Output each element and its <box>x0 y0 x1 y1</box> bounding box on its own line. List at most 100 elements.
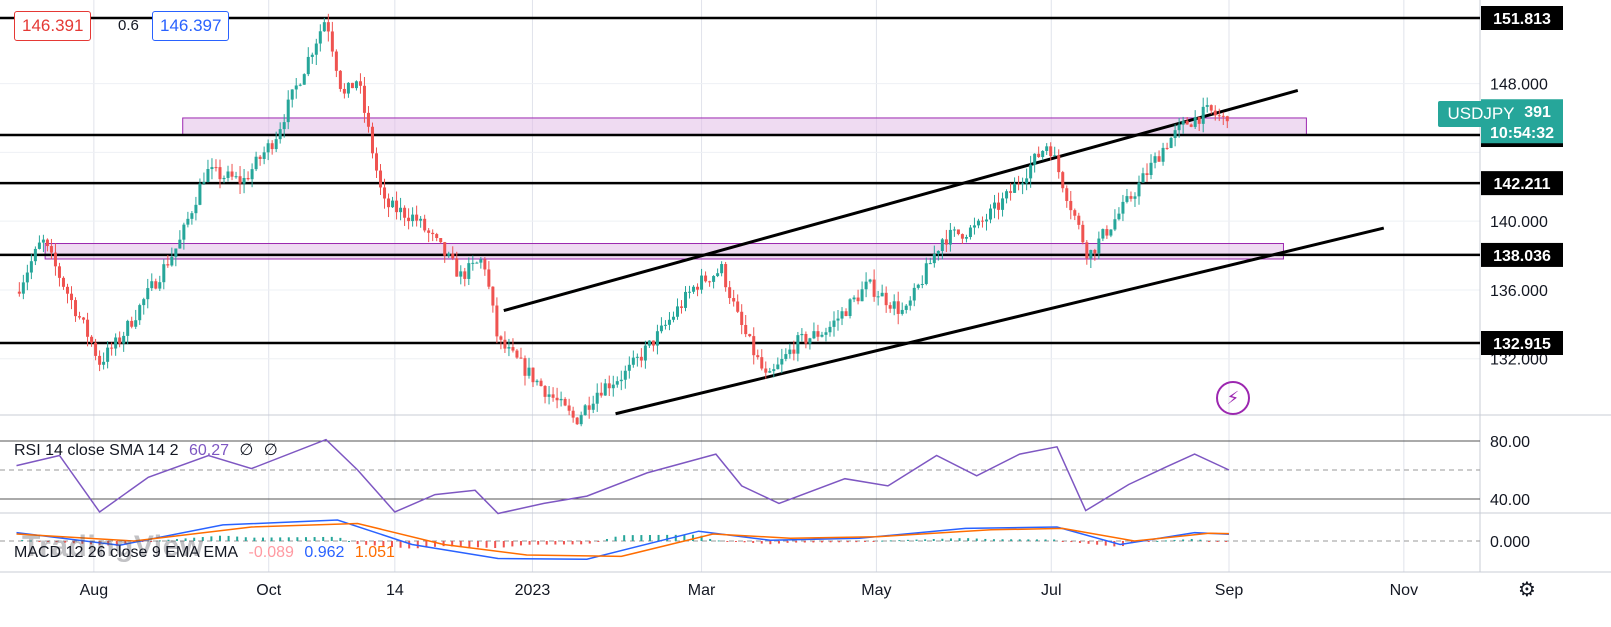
candle-140 <box>579 415 583 425</box>
candle-20 <box>98 355 102 365</box>
candle-228 <box>932 254 936 264</box>
candle-267 <box>1089 249 1093 259</box>
candle-142 <box>587 405 591 410</box>
candle-10 <box>57 266 61 278</box>
candle-36 <box>162 264 166 283</box>
macd-hist-bar-136 <box>1190 538 1193 541</box>
candle-241 <box>984 219 988 222</box>
time-tick-5: May <box>861 582 891 599</box>
candle-298 <box>1213 110 1217 116</box>
candle-202 <box>828 326 832 333</box>
macd-hist-bar-59 <box>528 541 531 545</box>
candle-107 <box>447 253 451 256</box>
candle-255 <box>1041 150 1045 158</box>
candle-296 <box>1205 105 1209 107</box>
candle-254 <box>1037 153 1041 158</box>
candle-249 <box>1017 183 1021 185</box>
candle-60 <box>258 156 262 159</box>
candle-25 <box>118 337 122 344</box>
macd-hist-bar-7 <box>81 541 84 544</box>
candle-175 <box>720 264 724 274</box>
candle-270 <box>1101 229 1105 239</box>
candle-14 <box>74 300 78 317</box>
time-tick-1: Oct <box>256 582 281 599</box>
candle-4 <box>33 248 37 262</box>
macd-hist-bar-96 <box>846 541 849 543</box>
candle-118 <box>491 286 495 306</box>
candle-218 <box>892 301 896 309</box>
candle-83 <box>350 82 354 89</box>
candle-151 <box>623 370 627 380</box>
candle-76 <box>322 22 326 32</box>
rsi-value: 60.27 <box>188 442 230 459</box>
ask-price-button[interactable]: 146.397 <box>152 11 230 41</box>
macd-hist-bar-66 <box>588 541 591 544</box>
macd-hist-bar-80 <box>709 538 712 541</box>
level-label-4: 132.915 <box>1493 336 1551 353</box>
candle-50 <box>218 167 222 180</box>
candle-185 <box>760 357 764 369</box>
level-label-3: 138.036 <box>1493 248 1551 265</box>
candle-279 <box>1137 182 1141 197</box>
candle-96 <box>403 207 407 218</box>
candle-104 <box>435 234 439 239</box>
macd-hist-bar-103 <box>906 539 909 541</box>
candle-139 <box>575 417 579 425</box>
candle-48 <box>210 167 214 170</box>
spread-value: 0.6 <box>118 17 139 34</box>
candle-62 <box>266 143 270 153</box>
macd-hist-bar-11 <box>115 541 118 546</box>
candle-198 <box>812 331 816 339</box>
candle-73 <box>310 54 314 57</box>
macd-hist-bar-105 <box>924 539 927 541</box>
level-label-box-2 <box>1481 171 1563 196</box>
candle-133 <box>551 394 555 398</box>
candle-124 <box>515 350 519 358</box>
macd-hist-bar-116 <box>1018 539 1021 541</box>
candle-251 <box>1025 178 1029 184</box>
candle-242 <box>989 208 993 220</box>
candle-232 <box>948 229 952 245</box>
candle-137 <box>567 405 571 411</box>
candle-243 <box>993 202 997 209</box>
macd-legend[interactable]: MACD 12 26 close 9 EMA EMA -0.089 0.962 … <box>14 544 401 562</box>
macd-hist-bar-23 <box>218 535 221 541</box>
macd-hist-bar-68 <box>605 538 608 541</box>
candle-219 <box>896 301 900 314</box>
candle-197 <box>808 338 812 344</box>
candle-144 <box>595 392 599 404</box>
candle-168 <box>692 286 696 292</box>
candle-97 <box>407 217 411 222</box>
candle-154 <box>635 356 639 358</box>
macd-hist-bar-56 <box>502 541 505 548</box>
candle-43 <box>190 213 194 219</box>
macd-hist-bar-88 <box>777 541 780 544</box>
candle-229 <box>936 250 940 255</box>
candle-46 <box>202 182 206 184</box>
candle-110 <box>459 271 463 277</box>
candle-172 <box>708 281 712 283</box>
candle-174 <box>716 273 720 277</box>
lightning-icon[interactable]: ⚡ <box>1216 381 1250 415</box>
candle-290 <box>1181 120 1185 125</box>
macd-hist-bar-39 <box>356 541 359 545</box>
macd-hist-bar-32 <box>296 537 299 541</box>
candle-214 <box>876 296 880 298</box>
candle-250 <box>1021 183 1025 185</box>
rsi-legend[interactable]: RSI 14 close SMA 14 2 60.27 ∅ ∅ <box>14 440 284 460</box>
macd-hist-bar-50 <box>451 541 454 547</box>
candle-227 <box>928 263 932 265</box>
candle-56 <box>242 177 246 184</box>
macd-hist-bar-74 <box>657 534 660 541</box>
macd-hist-bar-16 <box>158 540 161 542</box>
macd-hist-bar-117 <box>1027 539 1030 541</box>
candle-29 <box>134 320 138 327</box>
settings-gear-icon[interactable]: ⚙ <box>1518 579 1536 601</box>
time-tick-8: Nov <box>1390 582 1418 599</box>
bid-price-button[interactable]: 146.391 <box>14 11 92 41</box>
candle-44 <box>194 204 198 214</box>
macd-hist-bar-40 <box>365 541 368 545</box>
candle-72 <box>306 56 310 75</box>
candle-57 <box>246 177 250 180</box>
